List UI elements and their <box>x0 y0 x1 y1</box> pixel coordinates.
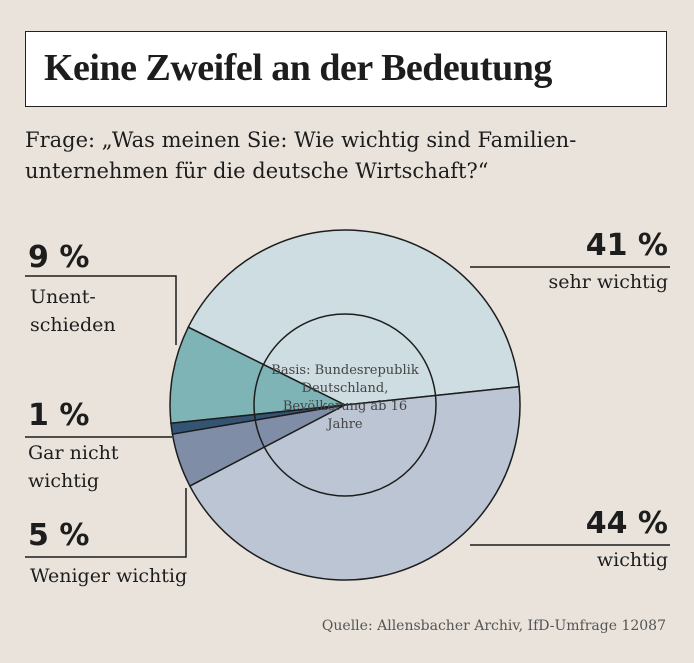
label-value-weniger: 5 % <box>28 518 90 553</box>
chart-title: Keine Zweifel an der Bedeutung <box>44 47 552 89</box>
survey-question: Frage: „Was meinen Sie: Wie wichtig sind… <box>25 128 577 183</box>
label-value-gar-nicht: 1 % <box>28 398 90 433</box>
pie-slice-wichtig <box>188 385 521 581</box>
leader-weniger <box>25 488 187 558</box>
source-note: Quelle: Allensbacher Archiv, IfD-Umfrage… <box>321 618 666 634</box>
center-note: Basis: Bundesrepublik Deutschland, Bevöl… <box>271 363 419 432</box>
inner-circle <box>253 313 437 497</box>
label-value-wichtig: 44 % <box>585 506 668 541</box>
label-sehr-wichtig: sehr wichtig <box>548 271 668 293</box>
label-value-sehr-wichtig: 41 % <box>585 228 668 263</box>
label-unentschieden: Unent-schieden <box>30 286 116 336</box>
label-weniger: Weniger wichtig <box>30 565 188 587</box>
label-gar-nicht: Gar nicht wichtig <box>28 442 119 492</box>
leader-unentschieden <box>25 275 177 345</box>
label-value-unentschieden: 9 % <box>28 240 90 275</box>
pie-slice-sehr-wichtig <box>187 229 520 406</box>
title-box: Keine Zweifel an der Bedeutung <box>25 31 667 107</box>
label-wichtig: wichtig <box>596 549 668 571</box>
pie-slice-unentschieden <box>169 326 348 425</box>
